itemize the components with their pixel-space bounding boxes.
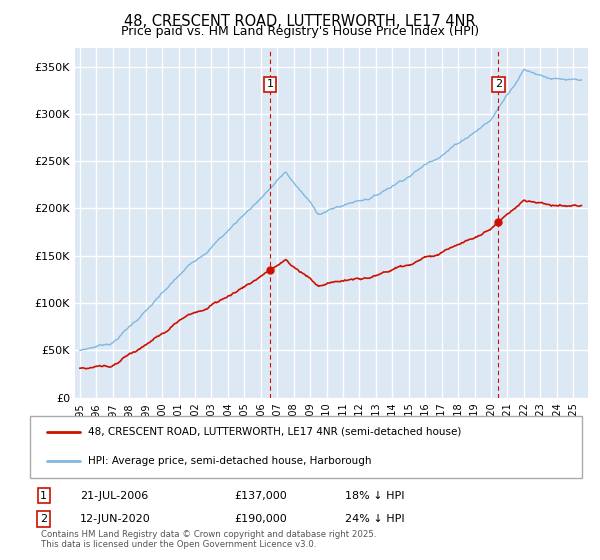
Text: Contains HM Land Registry data © Crown copyright and database right 2025.
This d: Contains HM Land Registry data © Crown c…	[41, 530, 377, 549]
Text: Price paid vs. HM Land Registry's House Price Index (HPI): Price paid vs. HM Land Registry's House …	[121, 25, 479, 38]
Text: 1: 1	[40, 491, 47, 501]
Text: 24% ↓ HPI: 24% ↓ HPI	[344, 514, 404, 524]
Text: £190,000: £190,000	[234, 514, 287, 524]
Text: 18% ↓ HPI: 18% ↓ HPI	[344, 491, 404, 501]
Text: 2: 2	[40, 514, 47, 524]
Text: 2: 2	[495, 80, 502, 90]
Text: 48, CRESCENT ROAD, LUTTERWORTH, LE17 4NR: 48, CRESCENT ROAD, LUTTERWORTH, LE17 4NR	[124, 14, 476, 29]
FancyBboxPatch shape	[30, 416, 582, 478]
Text: 21-JUL-2006: 21-JUL-2006	[80, 491, 148, 501]
Text: 1: 1	[266, 80, 274, 90]
Text: 48, CRESCENT ROAD, LUTTERWORTH, LE17 4NR (semi-detached house): 48, CRESCENT ROAD, LUTTERWORTH, LE17 4NR…	[88, 427, 461, 437]
Text: 12-JUN-2020: 12-JUN-2020	[80, 514, 151, 524]
Text: HPI: Average price, semi-detached house, Harborough: HPI: Average price, semi-detached house,…	[88, 456, 371, 466]
Text: £137,000: £137,000	[234, 491, 287, 501]
